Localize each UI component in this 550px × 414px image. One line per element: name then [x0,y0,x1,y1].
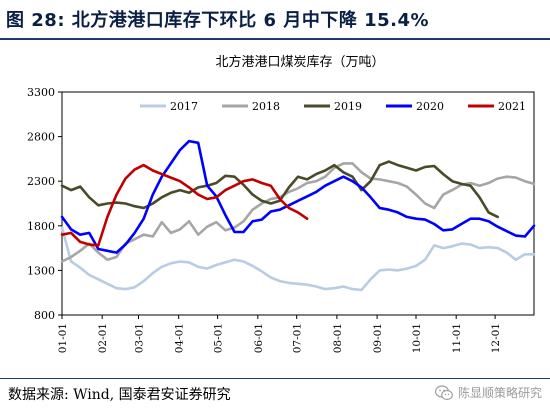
x-tick-label: 05-01 [213,323,225,353]
x-tick-label: 03-01 [134,323,146,353]
y-tick-label: 2300 [27,175,55,188]
legend-label-2018: 2018 [252,100,280,113]
figure-title: 图 28: 北方港港口库存下环比 6 月中下降 15.4% [6,10,430,31]
y-tick-label: 2800 [27,131,55,144]
series-line-2021 [60,163,309,247]
figure-header: 图 28: 北方港港口库存下环比 6 月中下降 15.4% [0,0,550,38]
x-axis: 01-01 02-01 03-01 04-01 05-01 06-01 07-01 08-01… [57,315,502,353]
y-tick-label: 800 [34,309,55,322]
x-tick-label: 08-01 [332,323,344,353]
x-tick-label: 04-01 [174,323,186,353]
x-tick-label: 01-01 [57,323,69,353]
x-tick-label: 11-01 [451,323,463,353]
y-tick-label: 1800 [27,220,55,233]
series-layer [60,139,536,292]
watermark-text: 陈显顺策略研究 [457,386,542,400]
legend-label-2021: 2021 [498,100,526,113]
x-tick-label: 06-01 [253,323,265,353]
series-line-2020 [60,139,536,254]
x-tick-label: 02-01 [97,323,109,353]
y-axis: 800 1300 1800 2300 2800 3300 [27,86,62,322]
x-tick-label: 07-01 [292,323,304,353]
wechat-icon [434,384,453,401]
y-tick-label: 1300 [27,264,55,277]
x-tick-label: 09-01 [372,323,384,353]
x-tick-label: 10-01 [411,323,423,353]
line-chart: 北方港港口煤炭库存（万吨） 800 1300 1800 2300 2800 3300 01… [27,54,536,353]
series-line-2017 [60,226,536,292]
header-divider [0,38,550,40]
plot-frame [61,91,535,316]
figure-source: 数据来源: Wind, 国泰君安证券研究 [8,387,231,403]
legend-label-2020: 2020 [416,100,444,113]
legend: 2017 2018 2019 2020 2021 [140,100,526,113]
y-tick-label: 3300 [27,86,55,99]
series-line-2018 [60,162,536,263]
chart-container: 北方港港口煤炭库存（万吨） 800 1300 1800 2300 2800 3300 01… [0,42,550,372]
footer-divider [0,378,550,379]
legend-label-2017: 2017 [170,100,198,113]
legend-label-2019: 2019 [334,100,362,113]
chart-title: 北方港港口煤炭库存（万吨） [215,54,384,70]
plot-area [61,91,535,316]
x-tick-label: 12-01 [490,323,502,353]
watermark: 陈显顺策略研究 [434,384,542,401]
